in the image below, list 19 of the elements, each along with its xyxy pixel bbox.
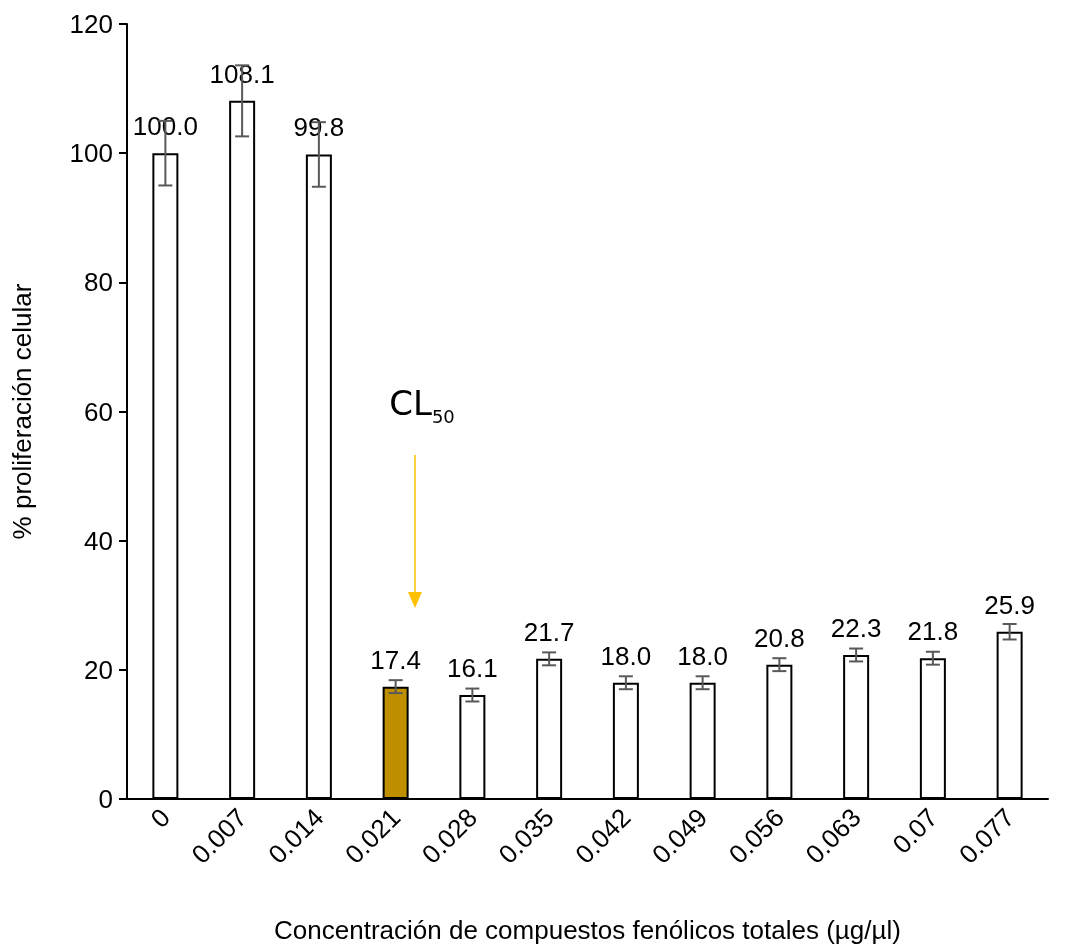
y-tick-label: 60 — [84, 396, 113, 427]
y-tick-label: 40 — [84, 525, 113, 556]
annotation: CL$_{50}$ — [389, 383, 455, 427]
data-label: 21.8 — [907, 616, 959, 647]
x-tick-label: 0 — [144, 802, 176, 834]
data-label: 18.0 — [600, 640, 652, 671]
y-tick-label: 80 — [84, 267, 113, 298]
data-label: 25.9 — [984, 589, 1035, 620]
data-label: 20.8 — [754, 622, 805, 653]
y-tick-label: 100 — [69, 138, 113, 169]
x-axis-title: Concentración de compuestos fenólicos totales (µg/µl) — [274, 915, 901, 945]
y-tick-label: 20 — [84, 654, 113, 685]
data-label: 17.4 — [370, 644, 421, 675]
data-label: 21.7 — [523, 616, 575, 647]
data-label: 16.1 — [447, 653, 498, 684]
data-label: 22.3 — [830, 612, 882, 643]
y-axis-title: % proliferación celular — [7, 283, 37, 540]
y-tick-label: 120 — [69, 9, 113, 39]
data-label: 18.0 — [677, 640, 728, 671]
